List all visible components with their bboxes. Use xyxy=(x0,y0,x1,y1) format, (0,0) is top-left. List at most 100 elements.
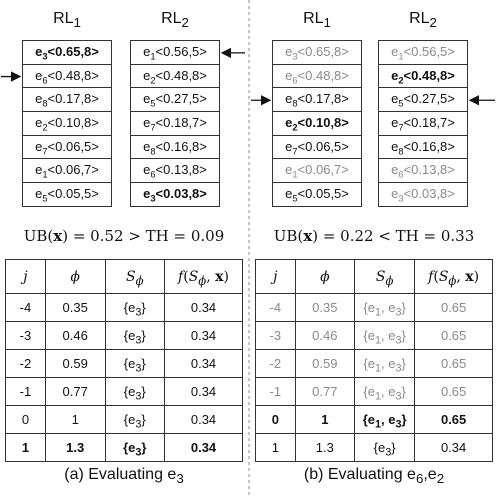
score-table: j ϕ Sϕ f(Sϕ, x) -4 0.35 {e1, e3} 0.65 -3 0.46 {e1,… xyxy=(255,259,493,462)
text-segment: 0.34 xyxy=(190,328,217,343)
text-segment: } xyxy=(401,328,406,343)
text-segment: 2 xyxy=(181,15,189,31)
table-cell: 0.77 xyxy=(44,377,106,406)
text-segment: , e xyxy=(381,300,396,315)
text-segment: 3 xyxy=(395,390,402,403)
text-segment: ) = 0.52 > TH = 0.09 xyxy=(62,227,225,245)
text-segment: 0.59 xyxy=(312,356,338,371)
text-segment: e xyxy=(391,67,399,83)
bound-text: UB(x) = 0.52 > TH = 0.09 xyxy=(0,227,248,245)
text-segment: ( xyxy=(433,268,439,285)
list-entry: e2<0.10,8> xyxy=(273,111,361,135)
text-segment: 1 xyxy=(271,440,279,455)
text-segment: 1 xyxy=(374,390,382,403)
text-segment: } xyxy=(391,440,396,455)
table-cell: -2 xyxy=(5,349,46,378)
text-segment: e xyxy=(35,186,43,202)
table-cell: {e3} xyxy=(104,405,166,434)
table-cell: 0.34 xyxy=(164,433,243,462)
list-entry: e1<0.06,7> xyxy=(273,158,361,182)
table-row: 1 1.3 {e3} 0.34 xyxy=(5,433,243,462)
table-cell: 0.35 xyxy=(294,293,356,322)
text-segment: 0.77 xyxy=(312,384,338,399)
text-segment: 1 xyxy=(42,170,48,181)
text-segment: 6 xyxy=(415,471,424,487)
text-segment: 6 xyxy=(398,170,404,181)
text-segment: <0.06,5> xyxy=(47,138,99,154)
table-row: -4 0.35 {e3} 0.34 xyxy=(5,293,243,322)
text-segment: 8 xyxy=(292,98,298,109)
header-cell: j xyxy=(255,259,296,294)
text-segment: } xyxy=(141,328,146,343)
text-segment: <0.16,8> xyxy=(155,138,207,154)
text-segment: 1.3 xyxy=(315,440,334,455)
text-segment: e xyxy=(391,186,399,202)
text-segment: <0.18,7> xyxy=(155,115,207,131)
text-segment: 7 xyxy=(150,122,156,133)
text-segment: 1 xyxy=(150,51,156,62)
text-segment: } xyxy=(141,356,146,371)
text-segment: , xyxy=(456,268,466,285)
text-segment: } xyxy=(141,384,146,399)
text-segment: e xyxy=(35,115,43,131)
table-cell: -1 xyxy=(5,377,46,406)
table-row: -3 0.46 {e3} 0.34 xyxy=(5,321,243,350)
list-entry: e7<0.18,7> xyxy=(131,111,219,135)
text-segment: j xyxy=(23,268,28,285)
text-segment: ϕ xyxy=(448,273,457,288)
text-segment: 3 xyxy=(176,471,184,487)
list-entry: e3<0.65,8> xyxy=(273,41,361,64)
table-cell: {e1, e3} xyxy=(354,321,416,350)
text-segment: , e xyxy=(381,328,396,343)
table-cell: -4 xyxy=(255,293,296,322)
text-segment: 2 xyxy=(429,15,437,31)
table-cell: 0.34 xyxy=(414,433,493,462)
text-segment: <0.18,7> xyxy=(403,115,455,131)
text-segment: 0.65 xyxy=(440,356,467,371)
text-segment: <0.56,5> xyxy=(155,44,207,59)
text-segment: <0.27,5> xyxy=(155,91,207,107)
table-cell: -2 xyxy=(255,349,296,378)
table-cell: 0.65 xyxy=(414,293,493,322)
list-entry: e3<0.03,8> xyxy=(131,182,219,206)
text-segment: } xyxy=(401,356,406,371)
text-segment: e xyxy=(143,138,151,154)
text-segment: 5 xyxy=(42,193,48,204)
text-segment: 3 xyxy=(395,418,402,431)
text-segment: S xyxy=(126,268,136,285)
table-cell: {e3} xyxy=(354,433,416,462)
text-segment: e xyxy=(143,44,151,59)
text-segment: e xyxy=(35,91,43,107)
text-segment: e xyxy=(391,162,399,178)
header-cell: ϕ xyxy=(294,259,356,294)
text-segment: <0.48,8> xyxy=(155,67,207,83)
list-entry: e6<0.13,8> xyxy=(131,158,219,182)
list-entry: e5<0.05,5> xyxy=(23,182,111,206)
text-segment: e xyxy=(285,91,293,107)
table-row: -1 0.77 {e3} 0.34 xyxy=(5,377,243,406)
table-cell: 1.3 xyxy=(294,433,356,462)
text-segment: 0.34 xyxy=(190,300,217,315)
text-segment: 8 xyxy=(42,98,48,109)
text-segment: e xyxy=(391,44,399,59)
text-segment: 0.65 xyxy=(440,384,467,399)
text-segment: {e xyxy=(363,328,375,343)
table-cell: 0.65 xyxy=(414,377,493,406)
text-segment: <0.10,8> xyxy=(47,115,99,131)
text-segment: RL xyxy=(53,10,74,27)
bound-text: UB(x) = 0.22 < TH = 0.33 xyxy=(250,227,498,245)
ranked-list: e1<0.56,5> e2<0.48,8> e5<0.27,5> e7<0.18,7>… xyxy=(378,40,468,207)
list-title: RL2 xyxy=(378,10,468,31)
table-cell: {e1, e3} xyxy=(354,349,416,378)
text-segment: 7 xyxy=(292,146,298,157)
text-segment: , xyxy=(206,268,216,285)
text-segment: 0.34 xyxy=(190,412,217,427)
text-segment: 5 xyxy=(292,193,298,204)
text-segment: <0.48,8> xyxy=(47,67,99,83)
list-entry: e8<0.16,8> xyxy=(379,134,467,159)
text-segment: e xyxy=(391,91,399,107)
text-segment: 0 xyxy=(21,412,30,427)
text-segment: <0.03,8> xyxy=(403,186,455,202)
text-segment: <0.05,5> xyxy=(47,186,99,202)
text-segment: 0.59 xyxy=(62,356,88,371)
